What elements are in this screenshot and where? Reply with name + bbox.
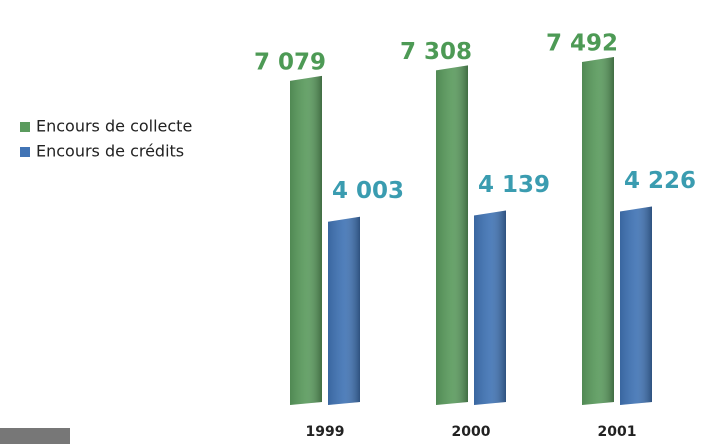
value-label: 7 079 — [254, 49, 326, 75]
x-tick-label: 2001 — [598, 424, 637, 440]
value-label: 4 226 — [624, 168, 696, 194]
bar-shading — [328, 217, 360, 405]
chart: Encours de collecte Encours de crédits 7 0… — [0, 0, 710, 444]
value-label: 7 308 — [400, 39, 472, 65]
x-tick-label: 2000 — [452, 424, 491, 440]
legend-label: Encours de collecte — [36, 117, 192, 136]
value-label: 4 003 — [332, 178, 404, 204]
x-tick-label: 1999 — [306, 424, 345, 440]
legend-swatch — [20, 122, 30, 132]
value-label: 7 492 — [546, 31, 618, 57]
legend-swatch — [20, 147, 30, 157]
bar-shading — [474, 211, 506, 405]
bar-shading — [582, 57, 614, 405]
bar-shading — [436, 65, 468, 405]
bar-shading — [620, 207, 652, 405]
legend-label: Encours de crédits — [36, 142, 184, 161]
photo-fragment — [0, 428, 70, 444]
value-label: 4 139 — [478, 172, 550, 198]
bar-shading — [290, 76, 322, 405]
